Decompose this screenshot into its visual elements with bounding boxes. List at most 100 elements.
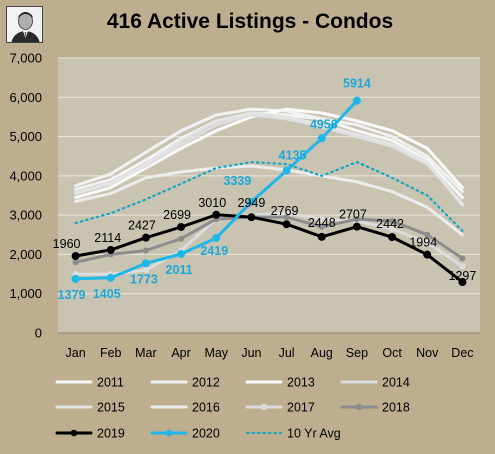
- y-tick-label: 4,000: [9, 168, 42, 183]
- series-point-2020: [352, 96, 361, 105]
- legend-marker-2017: [260, 403, 268, 411]
- series-point-2020: [71, 274, 80, 283]
- x-tick-label: Feb: [100, 346, 122, 360]
- series-point-2019: [71, 252, 80, 260]
- series-point-2020: [212, 233, 221, 242]
- y-tick-label: 0: [35, 326, 42, 341]
- legend-label-2014: 2014: [382, 376, 410, 390]
- data-label-2020: 4135: [279, 149, 307, 163]
- x-tick-label: Jul: [279, 346, 295, 360]
- data-label-2020: 2419: [200, 244, 228, 258]
- series-point-2019: [458, 278, 467, 287]
- series-point-2017: [459, 263, 466, 270]
- y-tick-label: 1,000: [9, 286, 42, 301]
- data-label-2019: 1960: [53, 237, 81, 251]
- data-label-2020: 1379: [58, 288, 86, 302]
- series-line-2013: [74, 107, 464, 199]
- x-tick-label: May: [204, 346, 228, 360]
- series-point-2019: [141, 233, 150, 242]
- data-label-2020: 1773: [130, 272, 158, 286]
- series-point-2017: [389, 225, 396, 232]
- x-tick-label: Sep: [346, 346, 368, 360]
- series-point-2017: [318, 216, 325, 223]
- series-point-2019: [177, 222, 186, 231]
- series-point-2020: [177, 249, 186, 258]
- x-tick-label: Mar: [135, 346, 157, 360]
- data-label-2019: 2442: [376, 217, 404, 231]
- series-point-2018: [142, 247, 149, 254]
- legend-marker-2018: [355, 403, 363, 411]
- legend-label-10-yr-avg: 10 Yr Avg: [287, 427, 341, 441]
- x-tick-label: Nov: [416, 346, 439, 360]
- series-point-2020: [247, 197, 256, 206]
- legend-label-2012: 2012: [192, 376, 220, 390]
- data-label-2019: 2699: [163, 208, 191, 222]
- series-point-2018: [72, 259, 79, 266]
- series-point-2017: [142, 267, 149, 274]
- data-label-2019: 2707: [339, 208, 367, 222]
- legend-label-2015: 2015: [97, 401, 125, 415]
- data-label-2019: 2448: [308, 216, 336, 230]
- data-label-2020: 1405: [93, 287, 121, 301]
- agent-avatar-icon: [6, 6, 43, 43]
- x-tick-label: Oct: [382, 346, 402, 360]
- data-label-2019: 2769: [271, 204, 299, 218]
- y-tick-label: 2,000: [9, 247, 42, 262]
- data-label-2019: 2427: [128, 219, 156, 233]
- x-tick-label: Jun: [241, 346, 261, 360]
- series-point-2019: [317, 232, 326, 241]
- series-line-10-yr-avg: [74, 161, 464, 232]
- legend-label-2018: 2018: [382, 401, 410, 415]
- series-line-2019: [74, 213, 464, 284]
- legend-label-2016: 2016: [192, 401, 220, 415]
- data-label-2019: 2949: [238, 196, 266, 210]
- series-point-2020: [317, 134, 326, 143]
- series-point-2019: [423, 250, 432, 259]
- legend-label-2013: 2013: [287, 376, 315, 390]
- data-label-2020: 2011: [166, 263, 193, 277]
- y-tick-label: 7,000: [9, 51, 42, 66]
- series-line-2018: [74, 215, 464, 264]
- data-label-2020: 5914: [343, 77, 371, 91]
- legend-marker-2019: [70, 429, 78, 437]
- series-point-2019: [352, 222, 361, 231]
- data-label-2019: 3010: [198, 196, 226, 210]
- legend-marker-2020: [165, 429, 173, 437]
- series-line-2017: [74, 211, 464, 276]
- legend-label-2011: 2011: [97, 376, 124, 390]
- x-tick-label: Apr: [171, 346, 190, 360]
- series-point-2018: [178, 235, 185, 242]
- x-tick-label: Dec: [451, 346, 473, 360]
- y-tick-label: 6,000: [9, 90, 42, 105]
- data-label-2019: 2114: [94, 231, 121, 245]
- series-point-2018: [353, 216, 360, 223]
- series-point-2017: [424, 239, 431, 246]
- series-line-2016: [74, 164, 464, 237]
- data-label-2019: 1994: [409, 236, 437, 250]
- series-point-2019: [106, 245, 115, 254]
- data-label-2020: 3339: [224, 174, 252, 188]
- series-point-2018: [283, 214, 290, 221]
- legend-label-2017: 2017: [287, 401, 315, 415]
- data-label-2019: 1297: [449, 269, 477, 283]
- series-line-2015: [74, 111, 464, 207]
- series-point-2019: [212, 210, 221, 219]
- series-point-2018: [389, 218, 396, 225]
- series-point-2018: [318, 223, 325, 230]
- legend-label-2020: 2020: [192, 427, 220, 441]
- x-tick-label: Aug: [311, 346, 333, 360]
- series-point-2019: [247, 213, 256, 222]
- legend-label-2019: 2019: [97, 427, 125, 441]
- y-tick-label: 3,000: [9, 208, 42, 223]
- series-point-2020: [106, 273, 115, 282]
- series-point-2020: [141, 259, 150, 268]
- series-point-2020: [282, 166, 291, 175]
- series-point-2019: [282, 220, 291, 229]
- y-tick-label: 5,000: [9, 129, 42, 144]
- x-tick-label: Jan: [66, 346, 86, 360]
- series-line-2012: [74, 107, 464, 194]
- plot-area: [58, 58, 480, 333]
- chart-title: 416 Active Listings - Condos: [106, 10, 394, 33]
